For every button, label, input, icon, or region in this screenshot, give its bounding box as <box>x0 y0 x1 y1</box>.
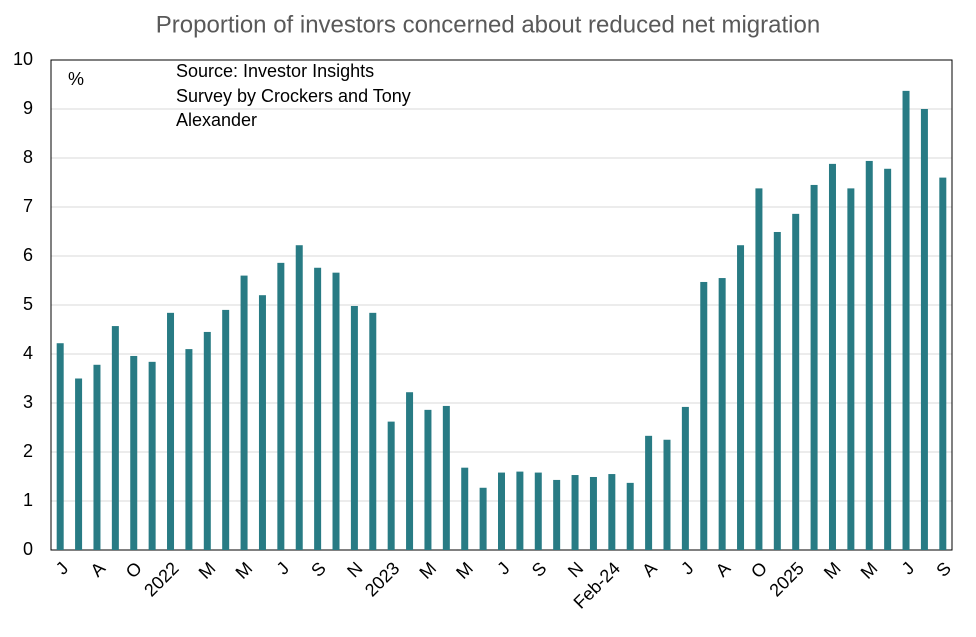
x-tick-label: J <box>898 558 919 579</box>
bar <box>130 355 138 550</box>
bar <box>865 160 873 550</box>
bar <box>314 267 322 550</box>
bar <box>240 275 248 550</box>
bar <box>295 245 303 550</box>
x-tick-label: A <box>87 558 110 581</box>
bar <box>571 475 579 550</box>
x-tick-label: A <box>638 558 661 581</box>
bar <box>424 409 432 550</box>
x-tick-label: J <box>677 558 698 579</box>
bar <box>203 331 211 550</box>
bar <box>663 439 671 550</box>
y-tick-label: 2 <box>23 441 33 461</box>
bar <box>773 231 781 551</box>
x-tick-label: 2025 <box>765 558 807 600</box>
bar <box>920 109 928 550</box>
bar <box>498 472 505 550</box>
y-tick-label: 5 <box>23 294 33 314</box>
bar <box>479 487 487 550</box>
y-tick-label: 7 <box>23 196 33 216</box>
bar <box>369 312 377 550</box>
source-note: Alexander <box>176 110 257 130</box>
x-tick-label: M <box>857 558 882 583</box>
source-note: Source: Investor Insights <box>176 61 374 81</box>
bar <box>534 472 542 550</box>
chart-title: Proportion of investors concerned about … <box>156 11 820 38</box>
x-tick-label: M <box>452 558 477 583</box>
bar <box>645 435 653 550</box>
y-tick-label: 1 <box>23 490 33 510</box>
y-tick-label: 8 <box>23 147 33 167</box>
bar <box>516 471 524 550</box>
y-tick-label: 10 <box>13 49 33 69</box>
bar <box>700 281 708 550</box>
y-tick-label: 6 <box>23 245 33 265</box>
bar <box>810 184 818 550</box>
bar <box>56 343 64 550</box>
bar <box>553 479 561 550</box>
bar <box>111 326 119 550</box>
bar <box>93 364 101 550</box>
y-tick-label: 9 <box>23 98 33 118</box>
x-tick-label: J <box>493 558 514 579</box>
x-tick-label: 2022 <box>140 558 182 600</box>
bar <box>755 188 763 550</box>
bar <box>737 245 745 550</box>
x-tick-label: 2023 <box>361 558 403 600</box>
bar <box>167 312 175 550</box>
x-tick-label: M <box>820 558 845 583</box>
bar <box>847 188 855 550</box>
bar <box>406 392 414 550</box>
bar <box>222 309 230 550</box>
x-tick-label: N <box>564 558 587 581</box>
source-note: Survey by Crockers and Tony <box>176 86 411 106</box>
bar <box>148 361 156 550</box>
bar <box>902 90 910 551</box>
bar <box>681 406 689 550</box>
y-tick-label: 4 <box>23 343 33 363</box>
y-tick-label: 3 <box>23 392 33 412</box>
x-tick-label: J <box>273 558 294 579</box>
bar <box>461 467 469 550</box>
x-tick-label: S <box>307 558 330 581</box>
bar <box>939 177 947 550</box>
bar <box>718 278 726 550</box>
bar <box>350 305 358 550</box>
x-tick-label: M <box>195 558 220 583</box>
bar <box>828 163 836 550</box>
bar <box>185 349 193 550</box>
x-tick-label: S <box>528 558 551 581</box>
bar <box>332 272 340 550</box>
bar <box>75 378 83 550</box>
x-tick-label: J <box>52 558 73 579</box>
x-tick-label: A <box>712 558 735 581</box>
bar <box>387 421 395 550</box>
bar <box>884 168 892 550</box>
bar <box>277 262 285 550</box>
x-tick-label: O <box>747 558 771 582</box>
bar <box>589 476 597 550</box>
y-tick-label: 0 <box>23 539 33 559</box>
bar <box>626 482 634 550</box>
x-tick-label: O <box>122 558 146 582</box>
x-tick-label: M <box>415 558 440 583</box>
bar <box>608 474 616 550</box>
bar <box>442 405 450 550</box>
unit-label: % <box>68 69 84 89</box>
bar <box>792 213 800 551</box>
x-tick-label: M <box>232 558 257 583</box>
bar <box>258 295 266 550</box>
x-tick-label: N <box>343 558 366 581</box>
x-tick-label: S <box>932 558 955 581</box>
